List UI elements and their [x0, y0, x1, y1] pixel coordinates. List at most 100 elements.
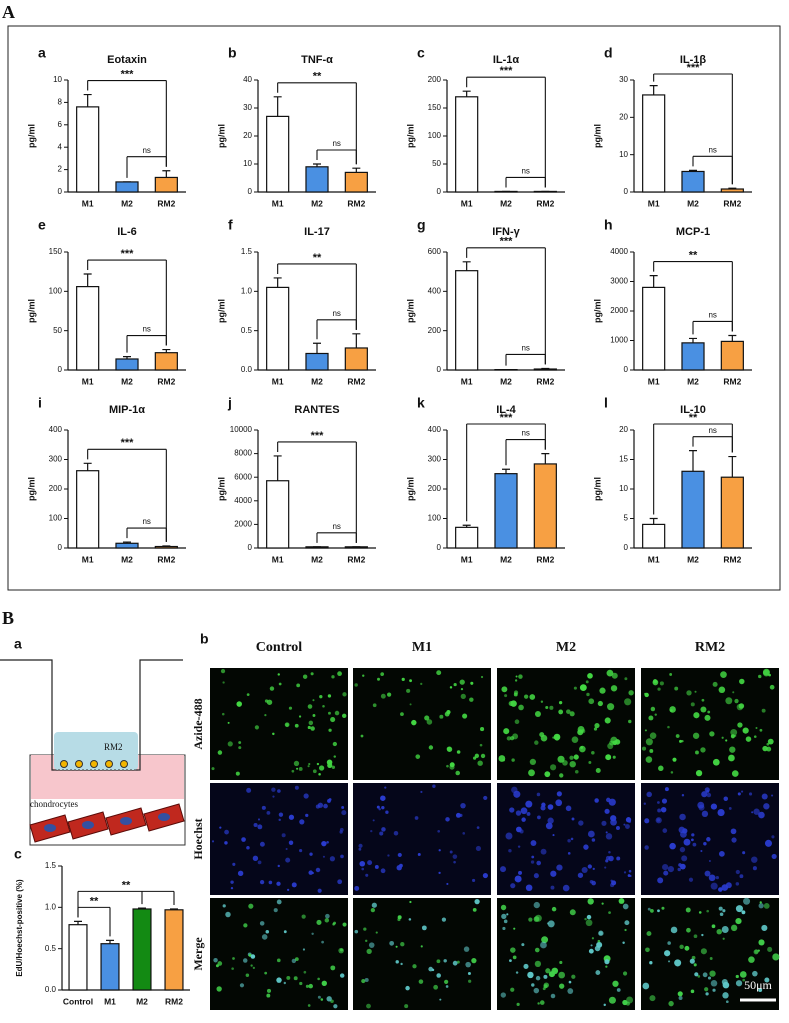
x-tick-label: M2 — [311, 554, 323, 564]
significance-label: ns — [708, 145, 716, 154]
cell-signal — [706, 789, 710, 793]
cell-signal — [384, 786, 387, 789]
cell-signal — [252, 855, 259, 862]
cell-signal — [266, 810, 271, 815]
cell-signal — [628, 719, 632, 724]
cell-signal — [272, 732, 275, 736]
cell-signal — [317, 888, 322, 893]
cell-signal — [446, 764, 449, 768]
cell-signal — [400, 962, 403, 966]
cell-signal — [358, 847, 362, 851]
cell-signal — [644, 692, 649, 698]
cell-signal — [436, 670, 442, 676]
cell-signal — [446, 710, 451, 715]
cell-signal — [588, 948, 594, 954]
cell-signal — [591, 751, 595, 755]
cell-signal — [408, 918, 412, 921]
x-tick-label: M1 — [648, 376, 660, 386]
cell-signal — [704, 714, 711, 721]
cell-signal — [762, 669, 770, 677]
cell-signal — [567, 839, 571, 843]
cell-signal — [686, 927, 691, 933]
cell-signal — [526, 812, 531, 816]
cell-signal — [649, 748, 654, 753]
cell-signal — [286, 975, 291, 980]
error-bar — [273, 96, 282, 117]
cell-signal — [646, 931, 652, 937]
cell-signal — [659, 681, 664, 686]
cell-signal — [525, 800, 533, 808]
cell-signal — [387, 854, 390, 857]
cell-signal — [653, 679, 658, 684]
cell-signal — [679, 813, 686, 821]
significance-label: ns — [332, 309, 340, 318]
cell-signal — [702, 972, 708, 978]
cell-signal — [328, 728, 332, 732]
cell-signal — [500, 992, 506, 998]
cell-signal — [728, 807, 732, 810]
cell-signal — [742, 727, 749, 734]
cell-signal — [588, 760, 592, 764]
bar — [115, 181, 139, 193]
cell-signal — [302, 948, 306, 951]
cell-signal — [763, 902, 770, 909]
cell-signal — [312, 699, 315, 702]
cell-signal — [679, 944, 684, 950]
cell-signal — [646, 791, 652, 798]
bar — [533, 190, 557, 193]
cell-signal — [248, 903, 254, 909]
cell-signal — [584, 917, 587, 921]
cell-signal — [456, 960, 460, 964]
significance-bracket — [126, 156, 167, 178]
cell-signal — [436, 973, 441, 978]
x-tick-label: RM2 — [536, 376, 554, 386]
cell-signal — [701, 698, 705, 702]
cell-signal — [657, 877, 664, 884]
bar — [681, 342, 705, 371]
y-tick-label: 30 — [243, 103, 252, 112]
cell-signal — [766, 742, 770, 746]
x-tick-label: RM2 — [536, 198, 554, 208]
panel-label: B — [2, 608, 14, 628]
cell-signal — [722, 937, 725, 940]
y-tick-label: 400 — [49, 425, 63, 434]
y-axis-label: pg/ml — [592, 124, 602, 148]
cell-signal — [380, 795, 386, 801]
cell-signal — [644, 845, 649, 850]
cell-signal — [367, 860, 373, 866]
cell-signal — [741, 790, 744, 793]
cell-signal — [573, 686, 577, 690]
cell-signal — [690, 989, 695, 994]
cell-signal — [217, 750, 223, 755]
x-tick-label: M2 — [311, 376, 323, 386]
cell-signal — [594, 945, 601, 952]
cell-signal — [331, 675, 335, 679]
cell-signal — [734, 698, 739, 704]
cell-signal — [284, 722, 290, 728]
cell-signal — [681, 739, 684, 743]
cell-signal — [708, 874, 716, 882]
cell-signal — [321, 840, 327, 847]
x-tick-label: M1 — [272, 554, 284, 564]
cell-signal — [720, 671, 727, 678]
cell-signal — [331, 765, 336, 769]
cell-signal — [363, 927, 367, 931]
y-axis-label: pg/ml — [26, 299, 36, 323]
cell-signal — [312, 769, 317, 774]
cell-signal — [276, 881, 281, 886]
cell-signal — [570, 837, 574, 841]
bar — [115, 358, 139, 371]
cell-signal — [400, 712, 404, 717]
cell-signal — [649, 995, 656, 1002]
cell-signal — [591, 880, 596, 886]
bar — [305, 166, 329, 193]
cell-signal — [718, 906, 723, 911]
cell-signal — [661, 798, 668, 804]
cell-signal — [511, 786, 518, 794]
y-tick-label: 20 — [619, 425, 628, 434]
significance-bracket — [505, 353, 546, 366]
significance-bracket — [466, 423, 546, 522]
cell-signal — [337, 879, 343, 885]
micrograph — [210, 898, 348, 1010]
cell-signal — [644, 729, 647, 732]
